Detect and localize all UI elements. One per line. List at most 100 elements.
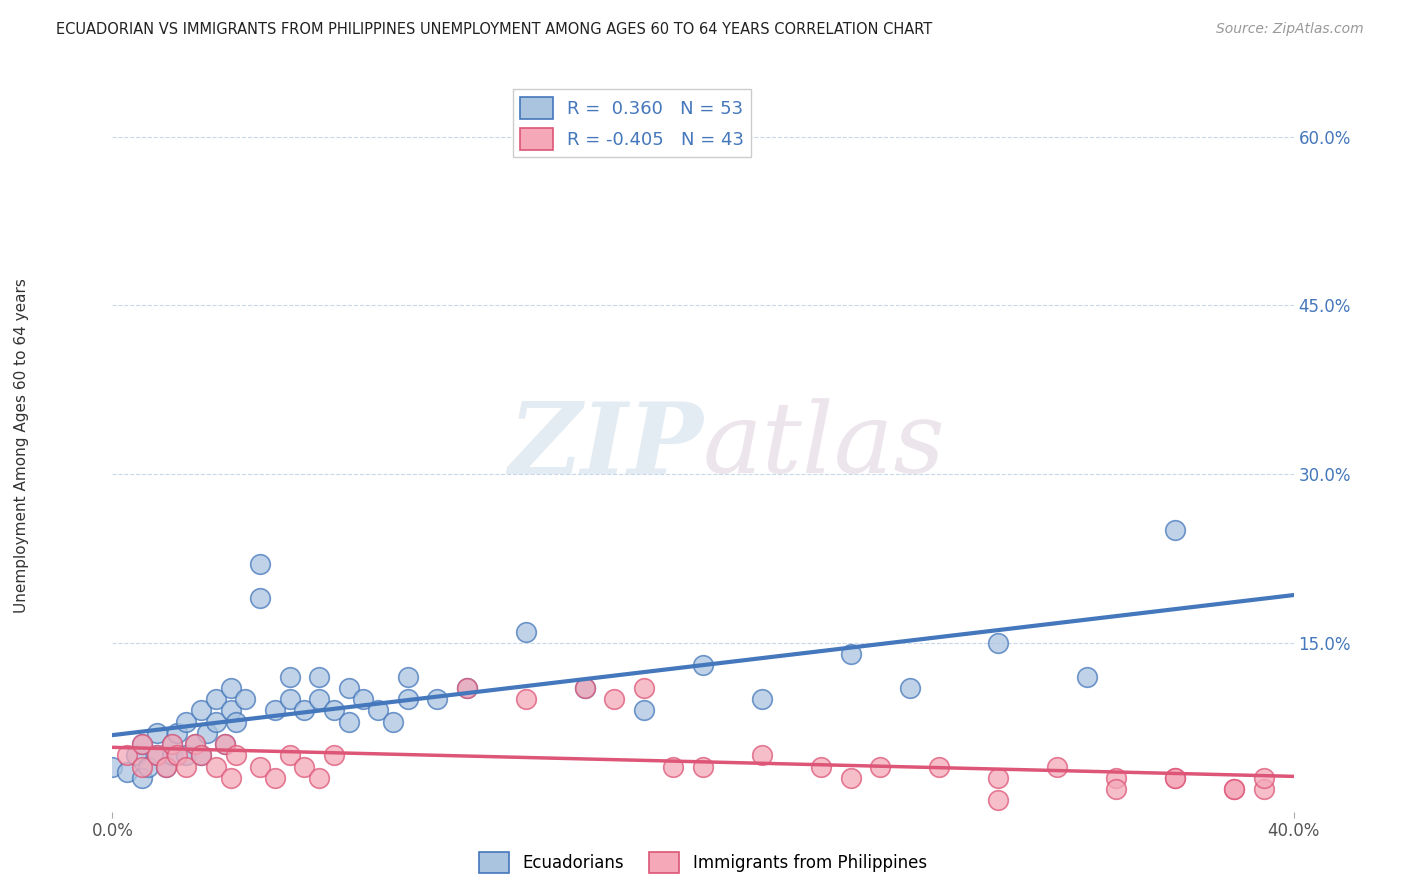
Point (308, 670, 330, 684)
Point (219, 703, 242, 717)
Point (751, 692, 773, 706)
Point (1253, 771, 1275, 785)
Point (692, 658, 714, 673)
Point (225, 714, 247, 729)
Point (323, 703, 346, 717)
Point (633, 703, 655, 717)
Point (1164, 771, 1187, 785)
Point (692, 760, 714, 774)
Text: atlas: atlas (703, 399, 946, 493)
Point (125, 748, 148, 763)
Legend: R =  0.360   N = 53, R = -0.405   N = 43: R = 0.360 N = 53, R = -0.405 N = 43 (513, 89, 751, 157)
Point (174, 714, 197, 729)
Point (396, 670, 419, 684)
Point (190, 703, 212, 717)
Point (1105, 782, 1128, 797)
Point (662, 760, 685, 774)
Point (1253, 782, 1275, 797)
Point (190, 748, 212, 763)
Point (839, 647, 862, 661)
Point (278, 748, 301, 763)
Point (515, 692, 537, 706)
Point (456, 681, 478, 695)
Point (751, 748, 773, 763)
Point (1223, 782, 1246, 797)
Point (603, 692, 626, 706)
Point (184, 737, 207, 751)
Point (131, 771, 153, 785)
Point (219, 681, 242, 695)
Point (839, 771, 862, 785)
Point (367, 703, 389, 717)
Point (264, 703, 287, 717)
Text: Source: ZipAtlas.com: Source: ZipAtlas.com (1216, 22, 1364, 37)
Point (214, 737, 236, 751)
Point (117, 748, 138, 763)
Point (160, 748, 183, 763)
Point (292, 703, 315, 717)
Point (136, 760, 159, 774)
Point (810, 760, 832, 774)
Point (308, 771, 330, 785)
Legend: Ecuadorians, Immigrants from Philippines: Ecuadorians, Immigrants from Philippines (472, 846, 934, 880)
Point (352, 692, 374, 706)
Point (633, 681, 655, 695)
Point (278, 692, 301, 706)
Point (233, 692, 256, 706)
Point (987, 793, 1010, 807)
Point (396, 692, 419, 706)
Point (101, 760, 124, 774)
Point (249, 557, 271, 571)
Point (426, 692, 449, 706)
Point (928, 760, 950, 774)
Point (166, 748, 188, 763)
Point (869, 760, 891, 774)
Point (160, 737, 183, 751)
Text: Unemployment Among Ages 60 to 64 years: Unemployment Among Ages 60 to 64 years (14, 278, 28, 614)
Point (382, 714, 405, 729)
Point (898, 681, 921, 695)
Point (117, 765, 138, 780)
Point (214, 737, 236, 751)
Point (155, 760, 177, 774)
Point (146, 726, 169, 740)
Point (1076, 670, 1098, 684)
Point (515, 624, 537, 639)
Point (987, 771, 1010, 785)
Point (225, 748, 247, 763)
Point (184, 737, 207, 751)
Point (195, 726, 218, 740)
Text: ECUADORIAN VS IMMIGRANTS FROM PHILIPPINES UNEMPLOYMENT AMONG AGES 60 TO 64 YEARS: ECUADORIAN VS IMMIGRANTS FROM PHILIPPINE… (56, 22, 932, 37)
Point (574, 681, 596, 695)
Text: ZIP: ZIP (508, 398, 703, 494)
Point (166, 726, 188, 740)
Point (219, 771, 242, 785)
Point (1164, 524, 1187, 538)
Point (174, 760, 197, 774)
Point (131, 760, 153, 774)
Point (155, 760, 177, 774)
Point (1046, 760, 1069, 774)
Point (1164, 771, 1187, 785)
Point (249, 760, 271, 774)
Point (174, 748, 197, 763)
Point (205, 692, 228, 706)
Point (205, 714, 228, 729)
Point (456, 681, 478, 695)
Point (308, 692, 330, 706)
Point (131, 737, 153, 751)
Point (146, 748, 169, 763)
Point (574, 681, 596, 695)
Point (292, 760, 315, 774)
Point (146, 748, 169, 763)
Point (278, 670, 301, 684)
Point (323, 748, 346, 763)
Point (1223, 782, 1246, 797)
Point (205, 760, 228, 774)
Point (264, 771, 287, 785)
Point (337, 714, 360, 729)
Point (1105, 771, 1128, 785)
Point (190, 748, 212, 763)
Point (249, 591, 271, 605)
Point (337, 681, 360, 695)
